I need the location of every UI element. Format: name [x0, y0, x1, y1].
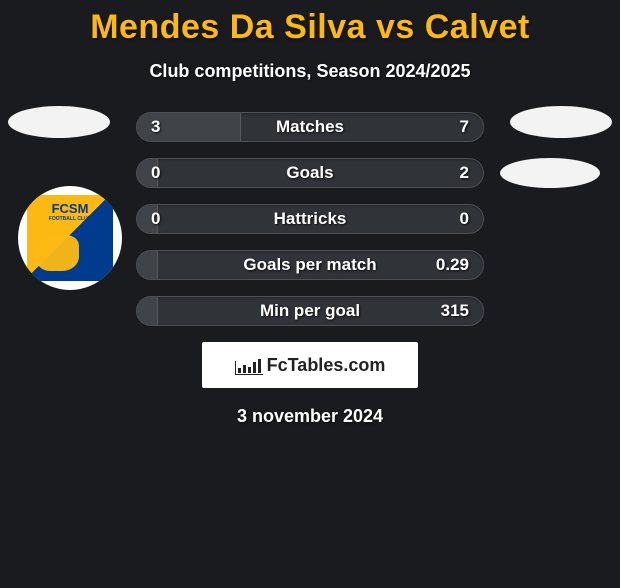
club-logo-abbrev: FCSM [27, 201, 113, 216]
stat-label: Goals [137, 159, 483, 187]
subtitle: Club competitions, Season 2024/2025 [0, 61, 620, 82]
chart-icon-bar [238, 368, 241, 373]
stat-right-value: 315 [441, 297, 469, 325]
player-left-placeholder-icon [8, 106, 110, 138]
stat-right-value: 2 [460, 159, 469, 187]
stat-row: Goals per match0.29 [136, 250, 484, 280]
club-logo-inner: FCSM FOOTBALL CLUB [27, 195, 113, 281]
club-logo: FCSM FOOTBALL CLUB [18, 186, 122, 290]
branding-badge: FcTables.com [202, 342, 418, 388]
chart-icon [235, 355, 263, 375]
chart-icon-bar [253, 362, 256, 373]
stat-row: 0Hattricks0 [136, 204, 484, 234]
stat-right-value: 0.29 [436, 251, 469, 279]
player-right-placeholder-icon [510, 106, 612, 138]
stat-label: Goals per match [137, 251, 483, 279]
stat-right-value: 7 [460, 113, 469, 141]
stat-label: Hattricks [137, 205, 483, 233]
stat-label: Matches [137, 113, 483, 141]
chart-icon-bar [243, 365, 246, 373]
lion-icon [37, 235, 79, 271]
stat-row: 0Goals2 [136, 158, 484, 188]
infographic-container: Mendes Da Silva vs Calvet Club competiti… [0, 8, 620, 427]
branding-text: FcTables.com [267, 355, 386, 376]
stat-label: Min per goal [137, 297, 483, 325]
stat-row: 3Matches7 [136, 112, 484, 142]
date-line: 3 november 2024 [0, 406, 620, 427]
chart-icon-bar [258, 359, 261, 373]
stat-row: Min per goal315 [136, 296, 484, 326]
page-title: Mendes Da Silva vs Calvet [0, 8, 620, 47]
club-logo-sub: FOOTBALL CLUB [27, 216, 113, 222]
player-right-placeholder-icon-2 [500, 158, 600, 188]
chart-icon-bar [248, 367, 251, 373]
stat-right-value: 0 [460, 205, 469, 233]
stat-rows: 3Matches70Goals20Hattricks0Goals per mat… [136, 112, 484, 326]
stat-area: FCSM FOOTBALL CLUB 3Matches70Goals20Hatt… [0, 112, 620, 326]
